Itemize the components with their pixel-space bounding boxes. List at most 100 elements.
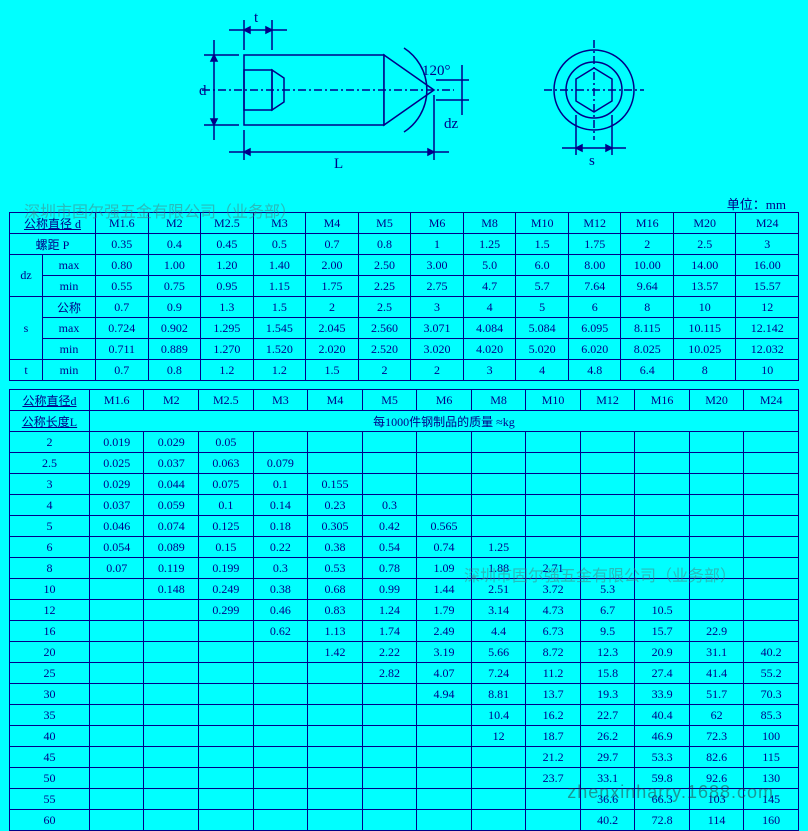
size-cell: M12 bbox=[568, 213, 621, 234]
mass-cell bbox=[362, 726, 416, 747]
mass-cell: 0.054 bbox=[89, 537, 144, 558]
mass-cell: 145 bbox=[744, 789, 799, 810]
mass-cell: 0.78 bbox=[362, 558, 416, 579]
mass-cell: 40.4 bbox=[635, 705, 690, 726]
size-cell: M3 bbox=[253, 213, 306, 234]
mass-cell: 100 bbox=[744, 726, 799, 747]
mass-cell: 40.2 bbox=[580, 810, 635, 831]
mass-cell: 160 bbox=[744, 810, 799, 831]
length-cell: 4 bbox=[10, 495, 90, 516]
mass-cell bbox=[471, 516, 525, 537]
length-cell: 55 bbox=[10, 789, 90, 810]
mass-cell: 10.5 bbox=[635, 600, 690, 621]
mass-cell: 0.046 bbox=[89, 516, 144, 537]
mass-cell bbox=[689, 537, 744, 558]
length-cell: 35 bbox=[10, 705, 90, 726]
mass-cell bbox=[744, 537, 799, 558]
mass-cell: 3.14 bbox=[471, 600, 525, 621]
length-cell: 20 bbox=[10, 642, 90, 663]
mass-cell bbox=[417, 726, 472, 747]
mass-cell: 2.71 bbox=[526, 558, 581, 579]
mass-cell: 1.74 bbox=[362, 621, 416, 642]
mass-cell bbox=[89, 663, 144, 684]
mass-row: 30.0290.0440.0750.10.155 bbox=[10, 474, 799, 495]
mass-cell bbox=[144, 705, 199, 726]
mass-cell bbox=[744, 516, 799, 537]
s-max-row: max 0.7240.9021.2951.5452.0452.5603.0714… bbox=[10, 318, 799, 339]
mass-cell bbox=[744, 558, 799, 579]
mass-cell bbox=[526, 810, 581, 831]
mass-cell: 16.2 bbox=[526, 705, 581, 726]
mass-cell: 18.7 bbox=[526, 726, 581, 747]
mass-cell: 46.9 bbox=[635, 726, 690, 747]
mass-cell: 3.72 bbox=[526, 579, 581, 600]
mass-cell: 72.3 bbox=[689, 726, 744, 747]
mass-cell bbox=[417, 768, 472, 789]
mass-cell: 23.7 bbox=[526, 768, 581, 789]
length-cell: 45 bbox=[10, 747, 90, 768]
mass-cell bbox=[635, 432, 690, 453]
mass-cell: 53.3 bbox=[635, 747, 690, 768]
mass-cell bbox=[744, 579, 799, 600]
label-d: d bbox=[199, 83, 207, 99]
mass-cell: 2.51 bbox=[471, 579, 525, 600]
label-L: L bbox=[334, 156, 343, 172]
mass-cell bbox=[417, 495, 472, 516]
t-label: t bbox=[10, 360, 43, 381]
max-label: max bbox=[43, 255, 96, 276]
length-cell: 5 bbox=[10, 516, 90, 537]
mass-cell bbox=[144, 621, 199, 642]
mass-cell bbox=[308, 705, 363, 726]
mass-cell bbox=[199, 789, 254, 810]
mass-cell bbox=[253, 726, 308, 747]
mass-cell: 7.24 bbox=[471, 663, 525, 684]
mass-cell bbox=[308, 810, 363, 831]
mass-table: 公称直径d M1.6 M2 M2.5 M3 M4 M5 M6 M8 M10 M1… bbox=[9, 389, 799, 831]
mass-cell bbox=[526, 789, 581, 810]
mass-cell bbox=[689, 495, 744, 516]
mass-row: 5023.733.159.892.6130 bbox=[10, 768, 799, 789]
mass-cell: 15.7 bbox=[635, 621, 690, 642]
mass-cell bbox=[417, 432, 472, 453]
mass-cell: 1.13 bbox=[308, 621, 363, 642]
mass-cell: 55.2 bbox=[744, 663, 799, 684]
mass-cell bbox=[689, 558, 744, 579]
mass-cell: 82.6 bbox=[689, 747, 744, 768]
mass-cell bbox=[744, 432, 799, 453]
pitch-cell: 0.35 bbox=[96, 234, 149, 255]
sizes-header: 公称直径 d bbox=[10, 213, 96, 234]
mass-cell: 0.059 bbox=[144, 495, 199, 516]
mass-row: 4521.229.753.382.6115 bbox=[10, 747, 799, 768]
mass-cell: 92.6 bbox=[689, 768, 744, 789]
mass-cell bbox=[144, 789, 199, 810]
mass-row: 201.422.223.195.668.7212.320.931.140.2 bbox=[10, 642, 799, 663]
mass-cell: 72.8 bbox=[635, 810, 690, 831]
size-cell: M2 bbox=[148, 213, 201, 234]
mass-cell bbox=[308, 768, 363, 789]
mass-cell: 114 bbox=[689, 810, 744, 831]
mass-cell bbox=[362, 432, 416, 453]
mass-cell bbox=[362, 474, 416, 495]
mass-cell: 1.44 bbox=[417, 579, 472, 600]
mass-cell bbox=[89, 600, 144, 621]
mass-cell bbox=[199, 621, 254, 642]
mass-cell bbox=[744, 453, 799, 474]
mass-cell: 6.73 bbox=[526, 621, 581, 642]
size-cell: M24 bbox=[736, 213, 799, 234]
mass-cell: 0.07 bbox=[89, 558, 144, 579]
mass-row: 401218.726.246.972.3100 bbox=[10, 726, 799, 747]
mass-cell bbox=[253, 642, 308, 663]
mass-cell: 0.199 bbox=[199, 558, 254, 579]
mass-cell bbox=[89, 705, 144, 726]
mass-cell: 1.88 bbox=[471, 558, 525, 579]
mass-cell bbox=[144, 642, 199, 663]
mass-cell bbox=[199, 810, 254, 831]
length-cell: 12 bbox=[10, 600, 90, 621]
mass-cell: 13.7 bbox=[526, 684, 581, 705]
mass-cell: 1.25 bbox=[471, 537, 525, 558]
mass-cell: 26.2 bbox=[580, 726, 635, 747]
mass-row: 160.621.131.742.494.46.739.515.722.9 bbox=[10, 621, 799, 642]
mass-cell bbox=[199, 642, 254, 663]
mass-cell bbox=[471, 747, 525, 768]
mass-cell: 0.044 bbox=[144, 474, 199, 495]
